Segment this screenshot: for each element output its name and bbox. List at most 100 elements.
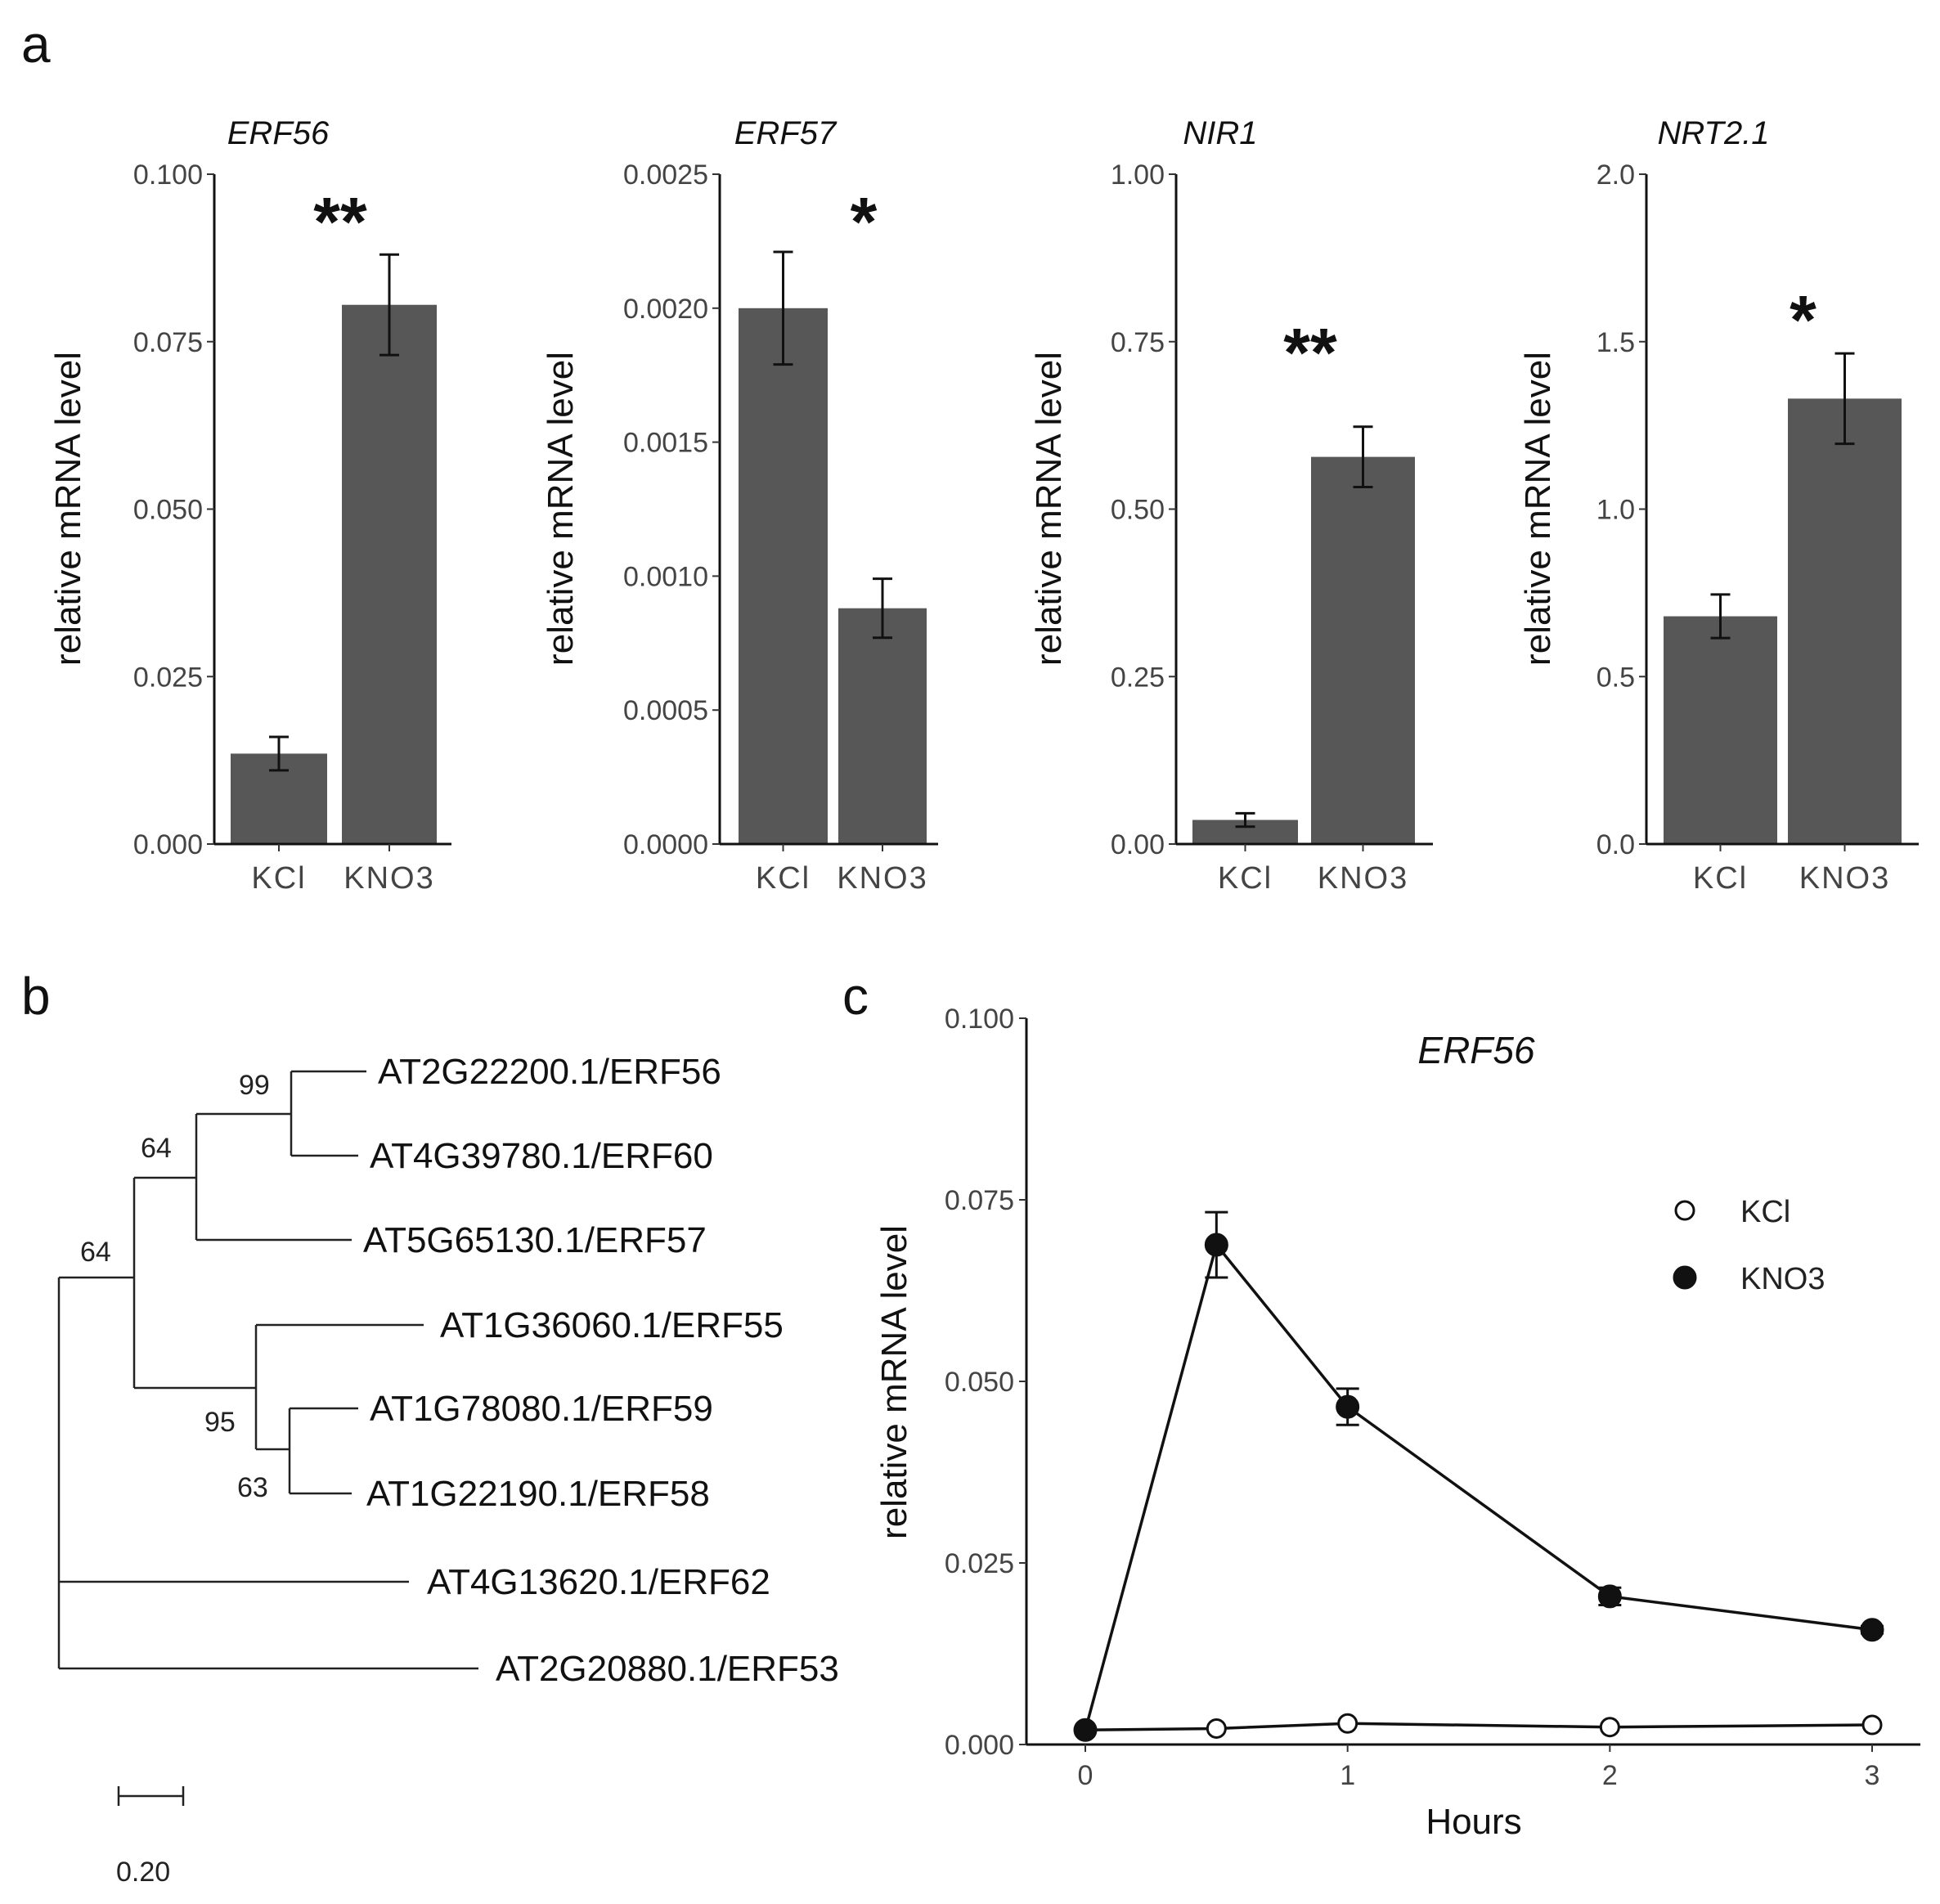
- bar: [1788, 398, 1902, 844]
- error-bar: [1710, 593, 1731, 640]
- category-label: KCl: [1218, 861, 1273, 896]
- data-point: [1204, 1233, 1228, 1257]
- x-axis-title: Hours: [1426, 1802, 1521, 1842]
- bootstrap-value: 64: [141, 1133, 172, 1164]
- bar: [1664, 616, 1777, 844]
- panel-letter-a: a: [21, 15, 51, 74]
- phylogenetic-tree: [57, 1070, 478, 1806]
- significance-marker: **: [313, 183, 367, 260]
- category-label: KNO3: [1318, 861, 1408, 896]
- line-chart: 0.000 0.025 0.050 0.075 0.100 0 1 2 3 Hours relati…: [874, 1004, 1920, 1842]
- error-bar: [873, 577, 892, 640]
- error-bar: [1235, 811, 1255, 829]
- y-tick-label: 0.50: [1111, 495, 1165, 526]
- y-tick-label: 1.5: [1596, 327, 1635, 358]
- y-tick-label: 0.100: [945, 1004, 1014, 1035]
- error-bar: [269, 735, 289, 772]
- y-tick-label: 0.0015: [623, 428, 708, 459]
- category-label: KNO3: [344, 861, 434, 896]
- y-axis-title: relative mRNA level: [1518, 352, 1558, 666]
- y-tick-label: 0.050: [945, 1367, 1014, 1398]
- chart-title: ERF56: [227, 115, 330, 151]
- significance-marker: *: [851, 183, 878, 260]
- bootstrap-value: 99: [239, 1070, 270, 1101]
- y-tick-label: 1.0: [1596, 495, 1635, 526]
- y-tick-label: 0.0020: [623, 294, 708, 325]
- scale-label: 0.20: [116, 1857, 170, 1888]
- bar-chart-3: NIR1 KCl KNO3 0.00 0.25 0.50 0.75 1.00 relative …: [1029, 115, 1433, 896]
- data-point: [1206, 1718, 1227, 1739]
- y-axis-title: relative mRNA level: [48, 352, 88, 666]
- data-point: [1597, 1584, 1622, 1609]
- series-line-KNO3: [1084, 1242, 1873, 1731]
- y-axis-title: relative mRNA level: [1029, 352, 1069, 666]
- bootstrap-value: 63: [237, 1472, 268, 1503]
- data-point: [1336, 1394, 1360, 1419]
- y-tick-label: 0.00: [1111, 829, 1165, 860]
- y-tick-label: 0.025: [945, 1548, 1014, 1579]
- category-label: KNO3: [837, 861, 927, 896]
- chart-title: ERF57: [734, 115, 838, 151]
- data-point: [1337, 1713, 1358, 1734]
- bar: [1311, 456, 1415, 844]
- y-tick-label: 0.25: [1111, 662, 1165, 693]
- y-axis-title: relative mRNA level: [541, 352, 581, 666]
- tree-leaf-label: AT1G78080.1/ERF59: [370, 1389, 713, 1429]
- chart-title: ERF56: [1417, 1029, 1535, 1071]
- y-tick-label: 0.5: [1596, 662, 1635, 693]
- tree-leaf-label: AT2G20880.1/ERF53: [496, 1649, 839, 1689]
- significance-marker: *: [1790, 281, 1817, 358]
- tree-leaf-label: AT2G22200.1/ERF56: [378, 1052, 721, 1092]
- error-bar: [1834, 352, 1855, 446]
- significance-marker: **: [1283, 314, 1337, 391]
- x-tick-label: 3: [1865, 1760, 1880, 1791]
- y-tick-label: 0.050: [133, 495, 203, 526]
- legend-marker: [1674, 1200, 1695, 1221]
- bar-chart-1: ERF56 KCl KNO3 0.000 0.025 0.050 0.075 0.100 rel…: [48, 115, 451, 896]
- series-line-KCl: [1085, 1722, 1873, 1731]
- tree-leaf-label: AT5G65130.1/ERF57: [363, 1220, 707, 1260]
- bar: [838, 608, 927, 844]
- y-tick-label: 0.0000: [623, 829, 708, 860]
- data-point: [1599, 1717, 1620, 1738]
- legend-label: KCl: [1740, 1195, 1790, 1229]
- category-label: KNO3: [1799, 861, 1890, 896]
- y-tick-label: 0.0005: [623, 695, 708, 726]
- y-tick-label: 0.075: [133, 327, 203, 358]
- x-tick-label: 1: [1340, 1760, 1355, 1791]
- tree-leaf-label: AT4G39780.1/ERF60: [370, 1136, 713, 1176]
- legend-marker: [1673, 1265, 1697, 1290]
- tree-leaf-label: AT1G22190.1/ERF58: [366, 1474, 710, 1514]
- y-tick-label: 1.00: [1111, 159, 1165, 191]
- bootstrap-value: 95: [204, 1407, 236, 1438]
- bar: [739, 308, 828, 844]
- category-label: KCl: [756, 861, 811, 896]
- chart-title: NIR1: [1183, 115, 1257, 151]
- y-tick-label: 0.0010: [623, 561, 708, 592]
- y-tick-label: 0.025: [133, 662, 203, 693]
- bar: [342, 304, 437, 845]
- data-point: [1073, 1718, 1098, 1742]
- y-tick-label: 0.75: [1111, 327, 1165, 358]
- bar-chart-4: NRT2.1 KCl KNO3 0.0 0.5 1.0 1.5 2.0 relative mRN…: [1518, 115, 1919, 896]
- y-tick-label: 0.075: [945, 1185, 1014, 1216]
- x-tick-label: 0: [1078, 1760, 1093, 1791]
- y-tick-label: 0.000: [133, 829, 203, 860]
- y-tick-label: 0.0: [1596, 829, 1635, 860]
- tree-leaf-label: AT4G13620.1/ERF62: [427, 1562, 770, 1602]
- bootstrap-value: 64: [80, 1237, 111, 1268]
- panel-letter-b: b: [21, 967, 51, 1026]
- tree-leaf-label: AT1G36060.1/ERF55: [440, 1305, 784, 1345]
- data-point: [1861, 1714, 1883, 1736]
- y-tick-label: 0.100: [133, 159, 203, 191]
- bar-charts: ERF56 KCl KNO3 0.000 0.025 0.050 0.075 0.100 rel…: [48, 115, 1919, 896]
- x-tick-label: 2: [1602, 1760, 1618, 1791]
- y-tick-label: 0.000: [945, 1730, 1014, 1761]
- legend-label: KNO3: [1740, 1262, 1825, 1296]
- data-point: [1860, 1618, 1884, 1642]
- error-bar: [773, 250, 793, 366]
- category-label: KCl: [251, 861, 306, 896]
- bar-chart-2: ERF57 KCl KNO3 0.0000 0.0005 0.0010 0.0015 0.00…: [541, 115, 938, 896]
- y-tick-label: 0.0025: [623, 159, 708, 191]
